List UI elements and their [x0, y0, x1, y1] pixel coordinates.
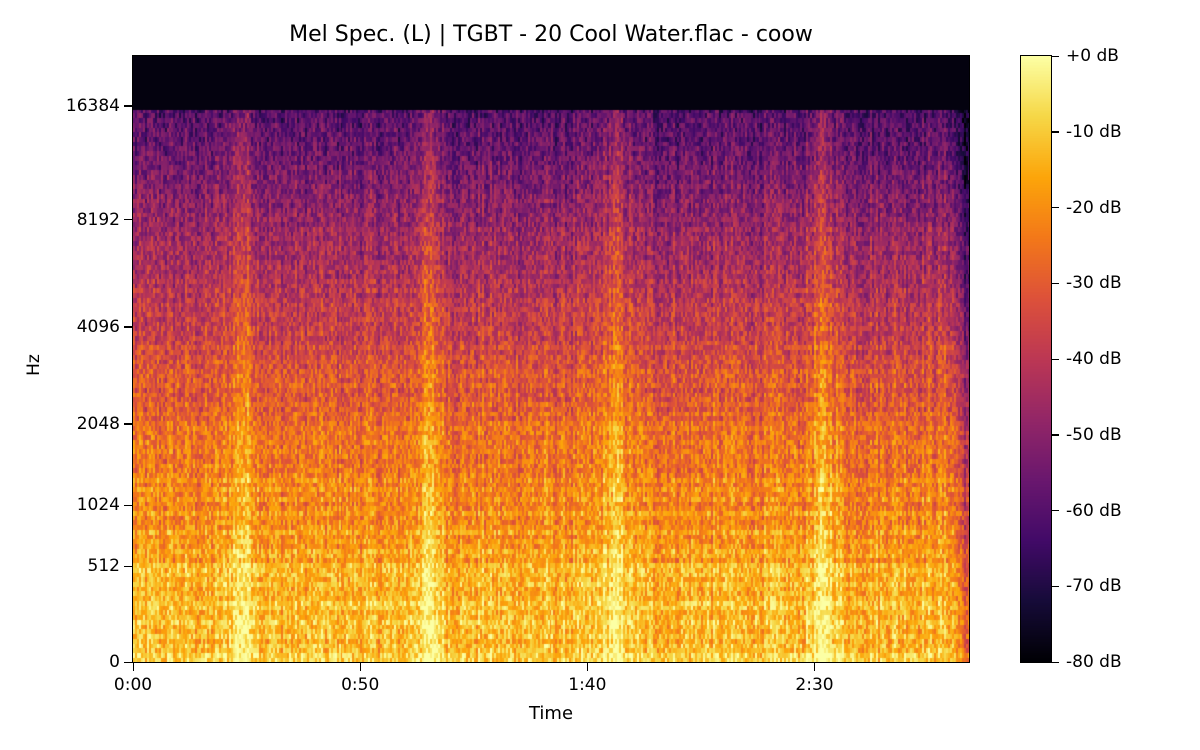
- spectrogram-plot: [133, 56, 969, 662]
- colorbar-tick-mark: [1052, 661, 1059, 663]
- colorbar-tick-label: -30 dB: [1066, 273, 1122, 294]
- colorbar-tick-label: -60 dB: [1066, 500, 1122, 521]
- x-tick-label: 2:30: [795, 675, 834, 695]
- colorbar-tick-label: -10 dB: [1066, 121, 1122, 142]
- y-tick-label: 4096: [76, 316, 120, 337]
- y-tick-mark: [124, 105, 132, 107]
- x-tick-label: 0:50: [341, 675, 380, 695]
- colorbar-tick-mark: [1052, 55, 1059, 57]
- spectrogram-image: [133, 56, 969, 662]
- y-tick-label: 1024: [76, 495, 120, 516]
- colorbar-tick-mark: [1052, 510, 1059, 512]
- colorbar-frame: [1020, 55, 1052, 663]
- y-tick-mark: [124, 423, 132, 425]
- colorbar-tick-label: -70 dB: [1066, 576, 1122, 597]
- colorbar-tick-label: -80 dB: [1066, 652, 1122, 672]
- y-tick-mark: [124, 565, 132, 568]
- colorbar-tick-mark: [1052, 282, 1059, 285]
- y-tick-label: 0: [109, 652, 120, 672]
- colorbar-tick-label: +0 dB: [1066, 46, 1119, 66]
- y-tick-mark: [124, 219, 132, 221]
- colorbar-tick-mark: [1052, 358, 1059, 360]
- chart-title: Mel Spec. (L) | TGBT - 20 Cool Water.fla…: [289, 22, 813, 47]
- colorbar: [1021, 56, 1051, 662]
- colorbar-tick-mark: [1052, 207, 1059, 209]
- colorbar-tick-mark: [1052, 585, 1059, 588]
- x-axis-label: Time: [528, 703, 574, 724]
- y-tick-label: 16384: [65, 95, 120, 116]
- y-tick-mark: [124, 326, 132, 328]
- colorbar-tick-mark: [1052, 131, 1059, 133]
- y-axis-label: Hz: [24, 354, 44, 376]
- y-tick-label: 8192: [76, 209, 120, 230]
- y-tick-label: 2048: [76, 413, 120, 434]
- y-tick-mark: [124, 504, 132, 506]
- colorbar-tick-label: -40 dB: [1066, 349, 1122, 369]
- x-tick-mark: [132, 663, 134, 671]
- x-tick-mark: [586, 663, 589, 671]
- colorbar-tick-mark: [1052, 434, 1059, 436]
- colorbar-tick-label: -20 dB: [1066, 197, 1122, 218]
- x-tick-label: 1:40: [568, 675, 607, 695]
- x-tick-mark: [359, 663, 361, 671]
- y-tick-label: 512: [87, 556, 120, 577]
- colorbar-gradient: [1021, 56, 1051, 662]
- y-tick-mark: [124, 661, 132, 663]
- x-tick-mark: [814, 663, 816, 671]
- x-tick-label: 0:00: [113, 675, 153, 695]
- colorbar-tick-label: -50 dB: [1066, 424, 1122, 445]
